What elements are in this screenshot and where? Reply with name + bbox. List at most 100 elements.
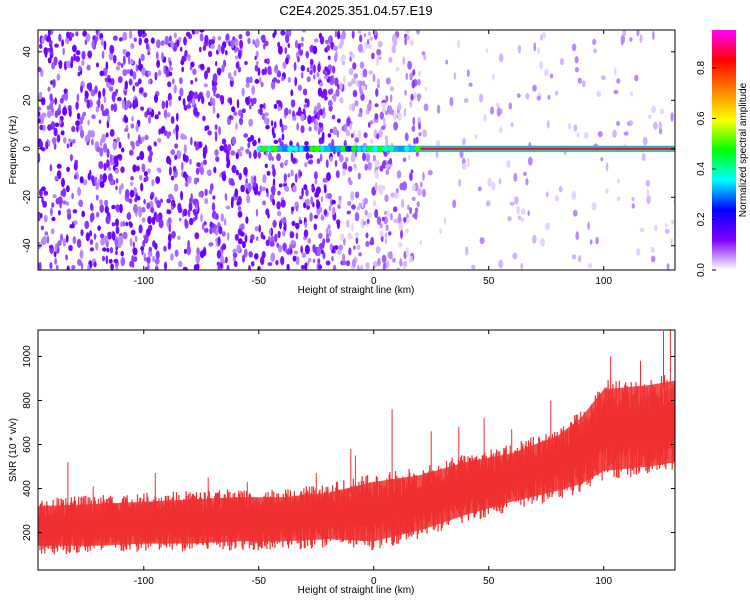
spectrogram-cell — [243, 133, 248, 139]
spectrogram-cell — [257, 137, 261, 144]
spectrogram-cell — [130, 123, 135, 129]
spectrogram-cell — [251, 85, 256, 95]
spectrogram-cell — [264, 40, 269, 47]
spectrogram-cell — [374, 169, 379, 179]
spectrogram-cell — [132, 247, 138, 256]
spectrogram-cell — [404, 89, 407, 96]
spectrogram-cell — [276, 201, 281, 210]
spectrogram-cell — [88, 169, 92, 177]
spectrogram-cell — [381, 254, 387, 264]
spectrogram-cell — [508, 102, 513, 110]
spectrogram-cell — [240, 184, 245, 193]
spectrogram-cell — [297, 43, 301, 50]
spectrogram-cell — [337, 30, 341, 40]
spectrogram-cell — [221, 231, 226, 237]
spectrogram-cell — [155, 213, 159, 220]
spectrogram-cell — [168, 193, 173, 200]
spectrogram-cell — [277, 106, 282, 111]
spectrogram-cell — [363, 197, 369, 205]
signal-blob — [398, 145, 405, 152]
spectrogram-cell — [326, 172, 331, 182]
spectrogram-cell — [306, 198, 310, 206]
spectrogram-cell — [242, 241, 246, 249]
signal-blob — [340, 145, 347, 152]
spectrogram-cell — [520, 217, 525, 222]
spectrogram-cell — [142, 240, 146, 248]
spectrogram-cell — [405, 228, 409, 234]
spectrogram-cell — [143, 171, 148, 177]
spectrogram-cell — [62, 137, 67, 144]
spectrogram-cell — [458, 178, 462, 187]
spectrogram-cell — [113, 54, 117, 64]
spectrogram-cell — [106, 148, 110, 158]
spectrogram-cell — [192, 216, 196, 222]
spectrogram-cell — [364, 42, 368, 50]
spectrogram-cell — [457, 39, 460, 49]
spectrogram-cell — [260, 35, 266, 41]
x-tick-label: -50 — [252, 576, 267, 587]
spectrogram-cell — [265, 239, 270, 247]
spectrogram-cell — [496, 107, 502, 117]
spectrogram-cell — [213, 166, 217, 174]
spectrogram-cell — [173, 84, 177, 94]
signal-blob — [324, 145, 331, 152]
spectrogram-cell — [129, 30, 133, 39]
spectrogram-cell — [423, 103, 429, 112]
spectrogram-cell — [170, 40, 174, 49]
spectrogram-cell — [354, 137, 360, 143]
spectrogram-cell — [113, 258, 119, 264]
y-tick-label: 200 — [22, 524, 33, 541]
spectrogram-cell — [316, 246, 321, 257]
spectrogram-cell — [166, 112, 171, 118]
spectrogram-cell — [614, 67, 617, 76]
spectrogram-cell — [115, 178, 119, 184]
spectrogram-cell — [397, 102, 402, 112]
spectrogram-cell — [374, 103, 379, 108]
spectrogram-cell — [108, 86, 114, 92]
spectrogram-panel: -100 -50 0 50 100 -40 -20 0 20 40 Height of stra… — [8, 29, 676, 296]
spectrogram-cell — [97, 225, 101, 231]
spectrogram-cell — [423, 54, 427, 61]
spectrogram-cell — [179, 77, 183, 85]
spectrogram-cell — [221, 64, 225, 73]
spectrogram-cell — [138, 134, 141, 144]
spectrogram-cell — [486, 200, 491, 207]
signal-blob — [357, 145, 362, 152]
spectrogram-cell — [84, 135, 90, 143]
spectrogram-cell — [536, 95, 541, 101]
spectrogram-cell — [527, 210, 530, 217]
spectrogram-cell — [69, 32, 75, 38]
spectrogram-cell — [369, 138, 374, 144]
spectrogram-cell — [365, 153, 371, 163]
spectrogram-cell — [248, 151, 252, 159]
spectrogram-cell — [71, 125, 76, 133]
spectrogram-cell — [215, 213, 219, 220]
spectrogram-cell — [313, 214, 319, 219]
spectrogram-cell — [219, 95, 225, 103]
spectrogram-cell — [115, 266, 119, 270]
spectrogram-cell — [343, 238, 346, 246]
spectrogram-cell — [323, 75, 329, 80]
spectrogram-cell — [327, 100, 333, 107]
spectrogram-cell — [238, 172, 242, 181]
spectrogram-cell — [319, 35, 325, 45]
spectrogram-cell — [296, 122, 300, 131]
spectrogram-cell — [241, 108, 246, 113]
spectrogram-cell — [118, 141, 122, 149]
spectrogram-cell — [545, 191, 549, 198]
spectrogram-cell — [269, 241, 275, 247]
spectrogram-cell — [521, 208, 526, 216]
spectrogram-cell — [416, 93, 422, 100]
spectrogram-cell — [176, 112, 179, 122]
spectrogram-cell — [77, 258, 82, 266]
spectrogram-cell — [141, 163, 146, 173]
spectrogram-cell — [42, 235, 47, 245]
signal-blob — [313, 145, 321, 152]
spectrogram-cell — [245, 148, 250, 154]
spectrogram-cell — [439, 228, 442, 235]
signal-blob — [366, 145, 374, 152]
spectrogram-cell — [403, 216, 407, 223]
spectrogram-cell — [245, 96, 250, 104]
spectrogram-cell — [282, 61, 287, 69]
spectrogram-cell — [574, 56, 579, 64]
